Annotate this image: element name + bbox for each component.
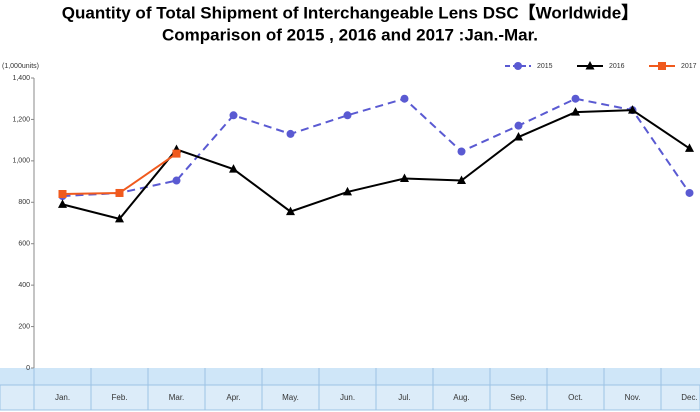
point (457, 147, 466, 156)
point (58, 199, 67, 208)
y-tick-label: 400 (18, 282, 30, 289)
x-tick-label: Sep. (510, 393, 526, 402)
point (457, 175, 466, 185)
y-tick-label: 0 (26, 365, 30, 372)
y-tick-label: 1,000 (12, 158, 30, 165)
legend-label: 2016 (609, 63, 625, 70)
category-band (0, 384, 700, 411)
y-axis-label: (1,000units) (2, 63, 39, 70)
point (571, 94, 580, 103)
y-tick-label: 200 (18, 323, 30, 330)
x-tick-label: Nov. (625, 393, 641, 402)
x-tick-label: Jun. (340, 393, 355, 402)
point (115, 213, 124, 223)
point (286, 206, 295, 216)
point (571, 107, 580, 116)
legend-label: 2017 (681, 63, 697, 70)
point (115, 188, 124, 197)
y-tick-label: 800 (18, 199, 30, 206)
point (400, 94, 409, 103)
series-line (62, 152, 178, 195)
x-tick-label: Jul. (398, 393, 410, 402)
chart-title: Quantity of Total Shipment of Interchang… (62, 2, 638, 22)
y-tick-label: 600 (18, 241, 30, 248)
chart-subtitle: Comparison of 2015 , 2016 and 2017 :Jan.… (162, 25, 538, 44)
point (229, 111, 238, 120)
point (400, 173, 409, 182)
y-tick-label: 1,200 (12, 116, 30, 123)
series-line (62, 97, 691, 198)
point (58, 190, 67, 198)
point (514, 121, 523, 130)
point (172, 176, 181, 185)
point (628, 105, 637, 114)
point (658, 62, 666, 70)
x-tick-label: Aug. (453, 393, 469, 402)
y-tick-label: 1,400 (12, 75, 30, 82)
point (172, 149, 181, 158)
x-tick-label: Jan. (55, 393, 70, 402)
point (343, 186, 352, 196)
point (514, 132, 523, 141)
point (585, 61, 595, 70)
point (685, 143, 694, 152)
x-tick-label: May. (282, 393, 299, 402)
x-tick-label: Apr. (226, 393, 240, 402)
x-tick-label: Dec. (681, 393, 697, 402)
point (685, 188, 694, 197)
x-tick-label: Mar. (169, 393, 185, 402)
point (514, 62, 522, 70)
x-tick-label: Oct. (568, 393, 583, 402)
legend-label: 2015 (537, 63, 553, 70)
table-band (0, 368, 700, 385)
x-tick-label: Feb. (111, 393, 127, 402)
point (286, 129, 295, 138)
point (229, 164, 238, 173)
series-line (62, 109, 691, 220)
point (343, 111, 352, 120)
